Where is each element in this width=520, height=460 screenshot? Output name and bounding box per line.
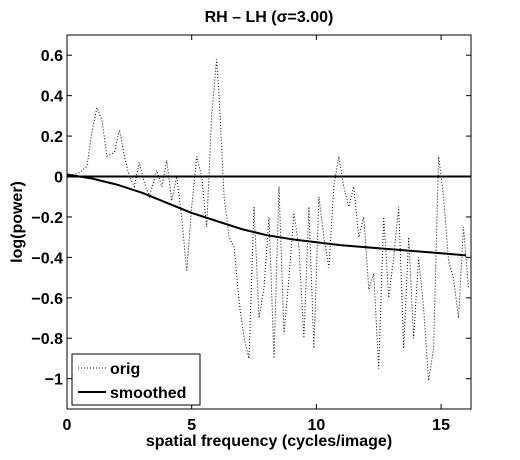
y-tick-label: −0.4 — [31, 250, 63, 267]
legend: orig smoothed — [72, 354, 200, 405]
x-axis-label: spatial frequency (cycles/image) — [146, 433, 392, 450]
y-tick-label: −0.2 — [31, 210, 63, 227]
y-tick-label: 0 — [54, 170, 63, 187]
y-axis-label: log(power) — [9, 181, 26, 263]
y-tick-label: −1 — [45, 372, 63, 389]
x-tick-label: 15 — [432, 417, 450, 434]
y-tick-label: 0.6 — [41, 48, 63, 65]
x-tick-label: 0 — [63, 417, 72, 434]
y-tick-label: 0.4 — [41, 89, 63, 106]
legend-label-orig: orig — [110, 361, 140, 378]
x-tick-label: 5 — [187, 417, 196, 434]
legend-label-smoothed: smoothed — [110, 385, 186, 402]
chart-title: RH – LH (σ=3.00) — [205, 9, 334, 26]
y-tick-label: −0.6 — [31, 291, 63, 308]
y-tick-label: 0.2 — [41, 129, 63, 146]
y-tick-label: −0.8 — [31, 331, 63, 348]
x-tick-label: 10 — [307, 417, 325, 434]
